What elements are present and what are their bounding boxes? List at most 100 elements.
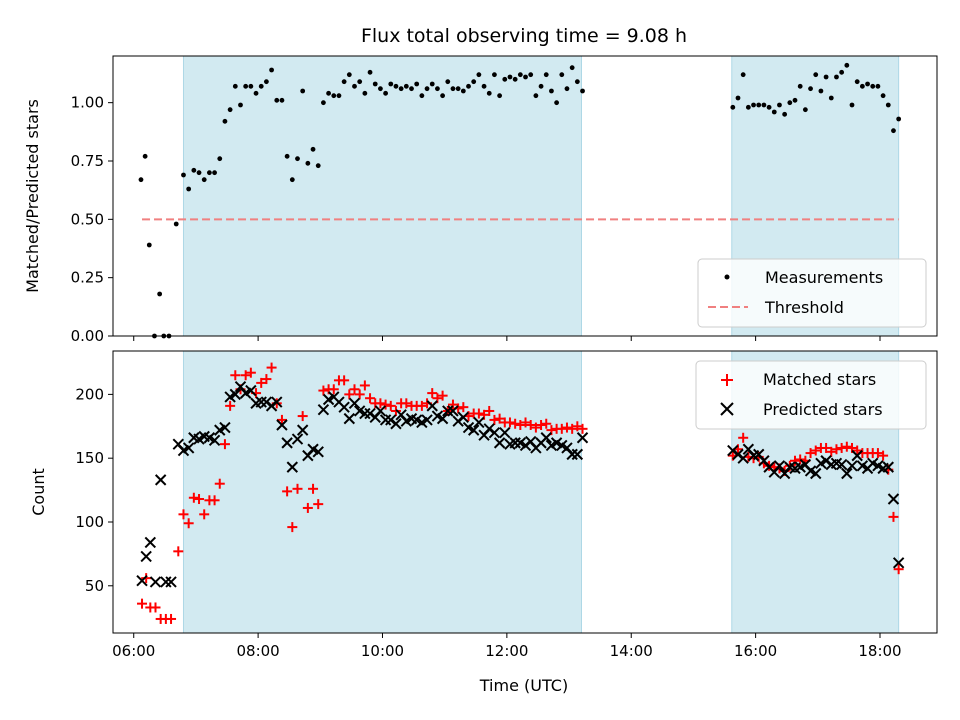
x-tick-label: 18:00: [858, 642, 901, 660]
measurement-point: [173, 221, 179, 227]
predicted-star-point: [140, 550, 152, 563]
bottom-y-ticks: 50 100 150 200: [75, 385, 113, 595]
predicted-star-point: [281, 437, 293, 449]
measurement-point: [502, 76, 508, 82]
matched-star-point: [790, 455, 801, 466]
predicted-legend-marker: [720, 402, 734, 416]
predicted-star-point: [379, 414, 392, 426]
x-tick-label: 08:00: [236, 642, 279, 660]
top-y-tick-label: 0.50: [71, 210, 104, 228]
predicted-star-point: [846, 460, 858, 472]
measurement-point: [512, 76, 518, 82]
predicted-star-point: [442, 405, 454, 417]
predicted-star-point: [338, 401, 350, 413]
matched-star-point: [447, 399, 458, 410]
top-panel: 0.00 0.25 0.50 0.75 1.00 Matched/Predicted s…: [23, 55, 938, 345]
predicted-star-point: [317, 403, 330, 416]
measurement-point: [740, 72, 746, 78]
measurement-point: [336, 93, 342, 99]
matched-star-point: [287, 522, 298, 533]
matched-star-point: [166, 613, 177, 624]
measurement-point: [823, 74, 829, 80]
measurement-point: [771, 109, 777, 115]
matched-star-point: [313, 499, 324, 510]
measurement-point: [289, 177, 295, 183]
predicted-star-point: [773, 460, 786, 472]
measurement-point: [802, 107, 808, 113]
predicted-star-point: [136, 574, 148, 587]
measurement-point: [445, 79, 451, 85]
predicted-star-point: [286, 461, 299, 473]
top-y-tick-label: 0.00: [71, 327, 104, 345]
matched-star-point: [349, 384, 360, 395]
matched-star-point: [225, 400, 236, 411]
predicted-star-point: [841, 467, 853, 480]
measurement-point: [331, 93, 337, 99]
matched-star-point: [245, 367, 256, 378]
predicted-star-point: [882, 461, 894, 473]
measurement-point: [730, 104, 736, 110]
measurement-point: [352, 83, 357, 89]
bottom-x-ticks: 06:00 08:00 10:00 12:00 14:00 16:00 18:00: [112, 633, 902, 660]
matched-star-point: [282, 486, 293, 497]
predicted-star-point: [426, 400, 438, 412]
predicted-star-point: [499, 426, 511, 439]
measurement-point: [321, 100, 326, 106]
measurement-point: [295, 156, 300, 162]
measurement-point: [466, 83, 471, 89]
matched-star-point: [365, 393, 376, 404]
predicted-star-point: [312, 446, 324, 458]
measurement-point: [844, 62, 850, 68]
measurement-point: [481, 83, 487, 89]
predicted-star-point: [208, 434, 221, 447]
matched-star-point: [556, 423, 567, 434]
top-shaded-region-1: [182, 55, 582, 337]
measurement-point: [393, 83, 399, 89]
x-tick-label: 14:00: [610, 642, 653, 660]
measurement-point: [865, 81, 870, 87]
measurement-point: [543, 72, 549, 78]
matched-star-point: [230, 370, 241, 381]
matched-star-point: [380, 399, 391, 410]
legend-matched-stars: Matched stars: [763, 370, 876, 389]
measurement-point: [146, 242, 152, 248]
matched-star-point: [530, 422, 541, 433]
matched-star-point: [328, 384, 339, 395]
bottom-y-axis-label: Count: [29, 468, 48, 516]
measurement-point: [383, 90, 388, 96]
measurement-point: [797, 83, 803, 89]
measurement-point: [471, 79, 477, 85]
matched-star-point: [194, 494, 205, 505]
x-tick-label: 12:00: [485, 642, 528, 660]
matched-star-point: [795, 454, 806, 465]
matched-star-point: [219, 439, 230, 450]
measurement-point: [751, 102, 756, 108]
legend-measurements: Measurements: [765, 268, 883, 287]
predicted-star-point: [291, 433, 304, 445]
matched-star-point: [577, 423, 588, 434]
measurements-legend-marker: [724, 274, 730, 280]
predicted-star-point: [457, 411, 470, 424]
matched-star-point: [473, 408, 484, 419]
bottom-y-tick-label: 200: [75, 385, 104, 403]
count-points: [136, 362, 905, 624]
measurement-point: [186, 186, 192, 192]
measurement-point: [538, 83, 544, 89]
measurement-point: [191, 167, 197, 173]
matched-legend-marker: [721, 374, 733, 386]
predicted-star-point: [343, 412, 356, 425]
predicted-star-point: [421, 414, 433, 426]
predicted-star-point: [160, 576, 172, 588]
matched-star-point: [826, 446, 837, 457]
matched-star-point: [344, 389, 355, 400]
chart-title: Flux total observing time = 9.08 h: [361, 25, 687, 47]
predicted-star-point: [390, 418, 402, 430]
measurement-point: [403, 83, 409, 89]
predicted-star-point: [436, 412, 449, 425]
measurement-point: [777, 102, 782, 108]
predicted-star-point: [296, 424, 309, 436]
matched-star-point: [510, 418, 521, 429]
measurement-point: [253, 90, 259, 96]
measurement-point: [549, 88, 554, 94]
predicted-star-point: [509, 437, 521, 449]
